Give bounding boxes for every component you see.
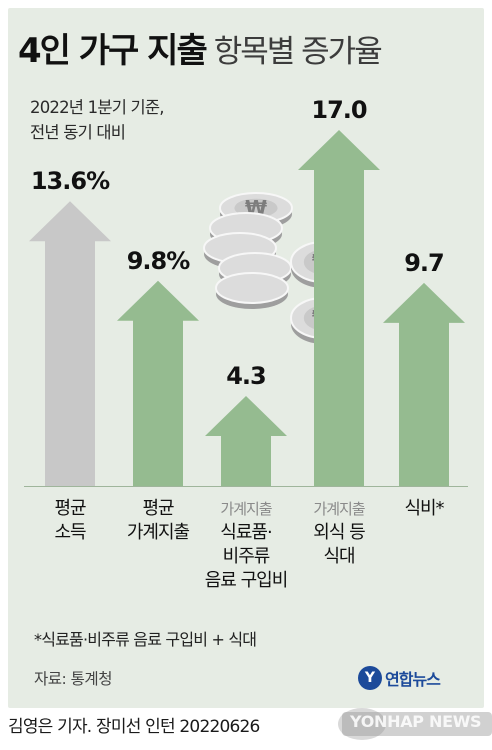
value-label-4: 17.0 [311, 96, 367, 124]
logo-badge: Y [358, 666, 382, 690]
category-prefix: 가계지출 [220, 500, 272, 518]
source-text: 자료: 통계청 [34, 670, 112, 688]
subtitle-line-2: 전년 동기 대비 [30, 123, 126, 142]
subtitle-line-1: 2022년 1분기 기준, [30, 98, 165, 117]
category-prefix: 가계지출 [313, 500, 365, 518]
value-label-1: 13.6% [31, 167, 110, 195]
category-line: 평균 [142, 498, 174, 519]
arrow-bar-4 [298, 130, 380, 486]
arrow-bar-3 [205, 395, 287, 486]
value-label-3: 4.3 [226, 362, 266, 390]
value-label-2: 9.8% [127, 247, 191, 275]
title-bold: 4인 가구 지출 [18, 31, 208, 71]
arrow-bar-5 [383, 282, 465, 486]
category-line: 비주류 [222, 546, 271, 567]
category-label-5: 식비* [376, 497, 472, 521]
title-light: 항목별 증가율 [213, 34, 383, 70]
watermark-shape [338, 708, 492, 740]
arrow-bar-2 [117, 280, 199, 486]
coin-face [215, 272, 289, 304]
category-line: 외식 등 [313, 522, 365, 543]
page-title: 4인 가구 지출 항목별 증가율 [18, 31, 383, 71]
watermark-text: YONHAP NEWS [350, 712, 482, 731]
category-line: 음료 구입비 [204, 570, 289, 591]
category-line: 가계지출 [126, 522, 190, 543]
value-label-5: 9.7 [404, 249, 444, 277]
credit-line: 김영은 기자. 장미선 인턴 20220626 [8, 717, 260, 737]
category-line: 평균 [54, 498, 86, 519]
category-line: 식비* [404, 498, 444, 519]
category-line: 소득 [54, 522, 86, 543]
category-line: 식료품· [220, 522, 272, 543]
arrow-bar-1 [29, 201, 111, 486]
category-line: 식대 [323, 546, 355, 567]
logo-text: 연합뉴스 [385, 670, 441, 689]
footnote: *식료품·비주류 음료 구입비 + 식대 [34, 630, 257, 649]
yonhap-logo: Y 연합뉴스 [358, 664, 441, 692]
